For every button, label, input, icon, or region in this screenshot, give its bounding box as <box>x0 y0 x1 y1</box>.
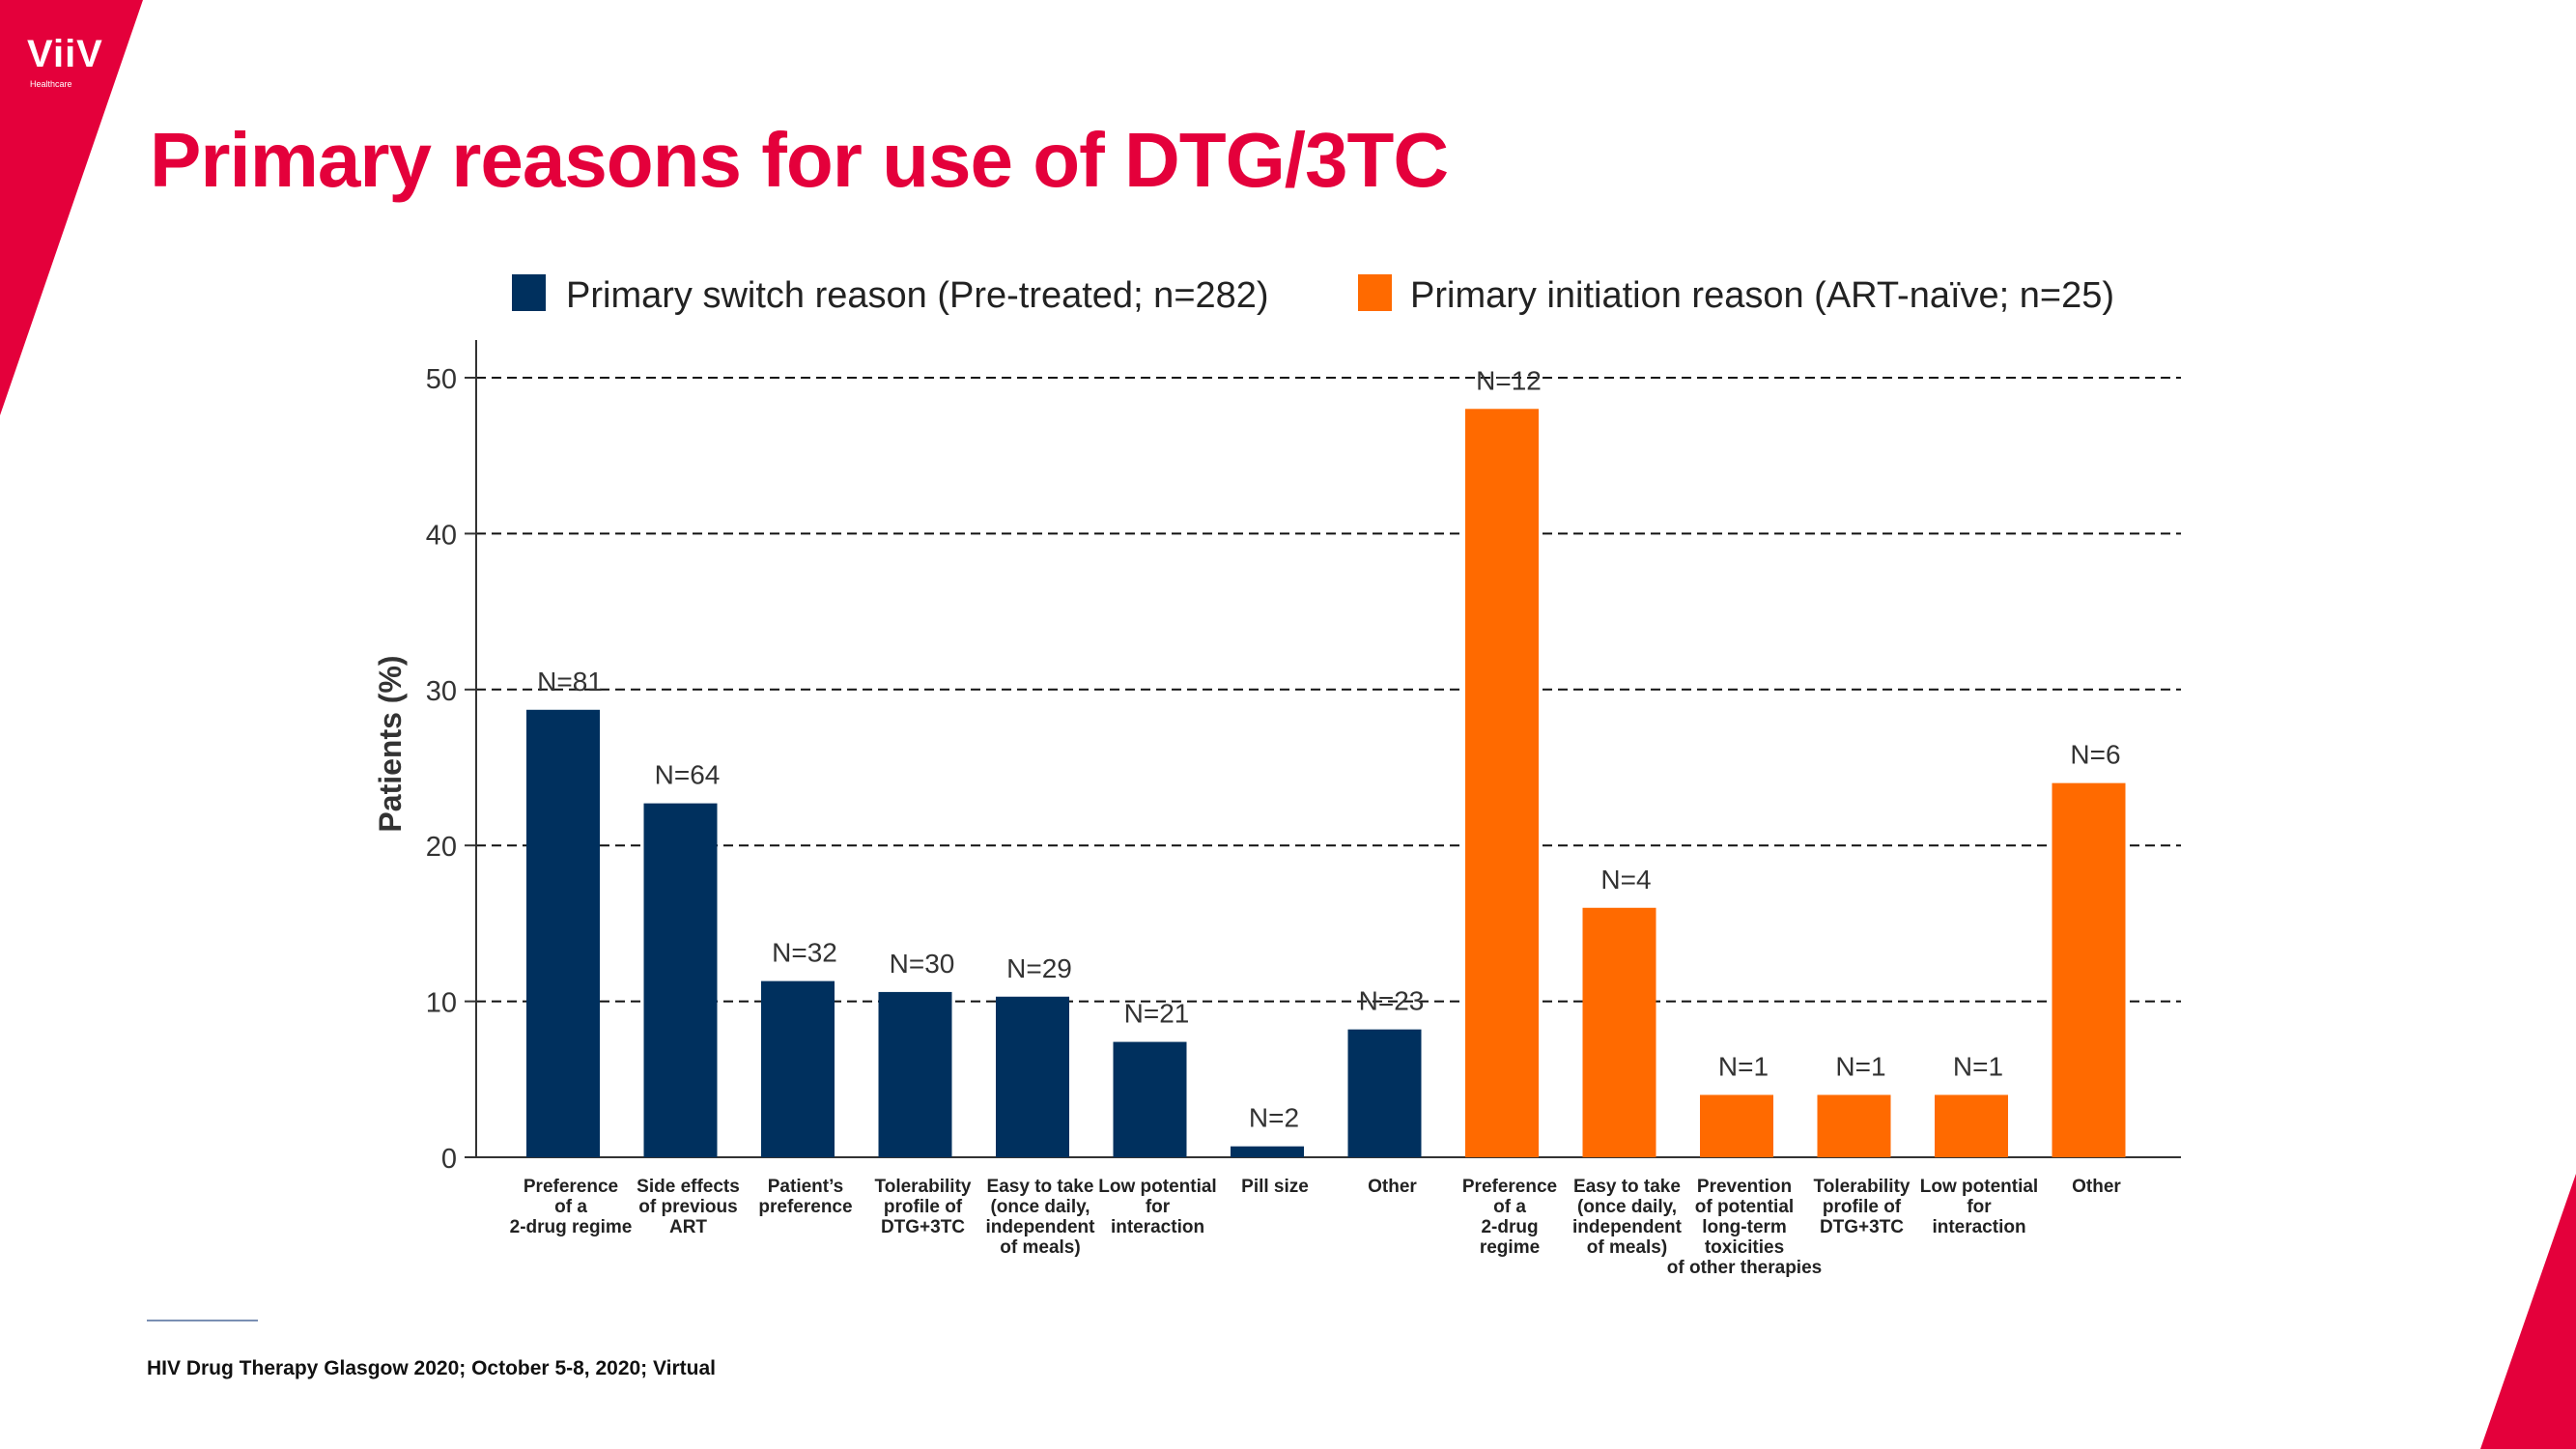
legend-swatch <box>1358 274 1392 311</box>
y-tick-label: 50 <box>426 364 457 395</box>
x-category-label: Preference <box>524 1177 618 1197</box>
x-category-label: Low potential <box>1920 1177 2038 1197</box>
x-category-label: for <box>1967 1197 1992 1217</box>
bar-value-label: N=12 <box>1476 365 1542 395</box>
footnote: HIV Drug Therapy Glasgow 2020; October 5… <box>147 1357 716 1379</box>
top-left-accent-shape <box>0 0 143 415</box>
x-category-label: for <box>1146 1197 1171 1217</box>
bars <box>526 409 2126 1157</box>
x-category-label: Side effects <box>637 1177 740 1197</box>
x-category-label: Easy to take <box>987 1177 1094 1197</box>
x-category-label: interaction <box>1932 1217 2025 1237</box>
bar <box>1700 1094 1773 1157</box>
bar <box>878 991 952 1157</box>
x-category-label: Tolerability <box>1814 1177 1911 1197</box>
x-category-label: toxicities <box>1705 1237 1784 1258</box>
x-category-label: (once daily, <box>990 1197 1090 1217</box>
y-tick-label: 30 <box>426 676 457 707</box>
x-category-label: interaction <box>1111 1217 1204 1237</box>
x-category-label: Pill size <box>1241 1177 1309 1197</box>
bar <box>2052 782 2126 1157</box>
bar-value-label: N=32 <box>772 938 837 968</box>
bar-value-label: N=29 <box>1006 953 1072 983</box>
bar <box>1347 1029 1422 1157</box>
x-category-label: Easy to take <box>1573 1177 1681 1197</box>
bar <box>526 709 600 1157</box>
bar <box>1582 907 1656 1157</box>
legend-label: Primary switch reason (Pre-treated; n=28… <box>566 275 1269 316</box>
y-tick-label: 10 <box>426 988 457 1019</box>
y-axis-label: Patients (%) <box>373 655 408 832</box>
x-category-label: independent <box>1572 1217 1683 1237</box>
bar-value-label: N=6 <box>2070 740 2120 770</box>
x-category-label: 2-drug <box>1481 1217 1538 1237</box>
x-category-label: (once daily, <box>1577 1197 1677 1217</box>
legend-label: Primary initiation reason (ART-naïve; n=… <box>1410 275 2114 316</box>
x-category-label: preference <box>758 1197 852 1217</box>
legend-swatch <box>512 274 546 311</box>
x-category-label: 2-drug regime <box>510 1217 633 1237</box>
y-tick-label: 0 <box>441 1144 457 1175</box>
bottom-right-accent-shape <box>2480 1174 2576 1449</box>
x-category-label: profile of <box>1823 1197 1902 1217</box>
bar-value-label: N=1 <box>1835 1051 1885 1081</box>
y-tick-label: 40 <box>426 520 457 551</box>
x-category-label: Other <box>1368 1177 1417 1197</box>
x-category-label: Prevention <box>1697 1177 1792 1197</box>
bar-value-label: N=2 <box>1249 1103 1299 1133</box>
bar-value-label: N=81 <box>537 667 603 696</box>
x-category-label: independent <box>986 1217 1096 1237</box>
chart-legend: Primary switch reason (Pre-treated; n=28… <box>512 274 2114 316</box>
y-tick-label: 20 <box>426 832 457 863</box>
x-category-label: of potential <box>1695 1197 1794 1217</box>
x-category-label: Other <box>2072 1177 2121 1197</box>
bar <box>1817 1094 1891 1157</box>
brand-logo-subtitle: Healthcare <box>30 79 72 89</box>
x-category-label: Low potential <box>1098 1177 1216 1197</box>
x-category-label: of a <box>1493 1197 1526 1217</box>
brand-logo: ViiV <box>27 33 103 75</box>
x-category-label: of previous <box>638 1197 737 1217</box>
bar-value-label: N=21 <box>1124 999 1190 1029</box>
x-category-label: profile of <box>884 1197 963 1217</box>
x-category-label: of meals) <box>1000 1237 1080 1258</box>
bar <box>1465 409 1539 1157</box>
x-category-label: Preference <box>1462 1177 1557 1197</box>
bar-value-label: N=30 <box>890 949 955 979</box>
bar <box>1113 1041 1187 1157</box>
x-category-label: DTG+3TC <box>881 1217 965 1237</box>
x-category-label: long-term <box>1702 1217 1787 1237</box>
footnote-divider <box>147 1320 258 1321</box>
bar <box>996 996 1069 1157</box>
axes: 0 10 20 30 40 50 Patients (%) <box>373 340 2181 1175</box>
bar-value-label: N=1 <box>1953 1051 2003 1081</box>
gridlines <box>476 377 2181 1003</box>
bar <box>643 803 718 1157</box>
bar-value-label: N=1 <box>1718 1051 1769 1081</box>
data-labels: N=81 N=64 N=32 N=30 N=29 N=21 N=2 N=23 N=12 N=4 N=… <box>537 365 2120 1132</box>
bar <box>1231 1146 1304 1157</box>
bar-value-label: N=4 <box>1600 865 1651 895</box>
x-category-label: Tolerability <box>875 1177 972 1197</box>
x-category-label: DTG+3TC <box>1820 1217 1904 1237</box>
x-category-label: Patient’s <box>768 1177 844 1197</box>
x-category-label: of a <box>554 1197 587 1217</box>
x-category-label: of meals) <box>1587 1237 1667 1258</box>
bar-value-label: N=64 <box>655 760 721 790</box>
x-category-label: of other therapies <box>1667 1258 1822 1278</box>
page-title: Primary reasons for use of DTG/3TC <box>150 117 1449 203</box>
x-category-label: regime <box>1480 1237 1540 1258</box>
x-category-label: ART <box>669 1217 707 1237</box>
bar <box>1935 1094 2008 1157</box>
bar <box>761 980 835 1157</box>
bar-value-label: N=23 <box>1359 986 1425 1016</box>
